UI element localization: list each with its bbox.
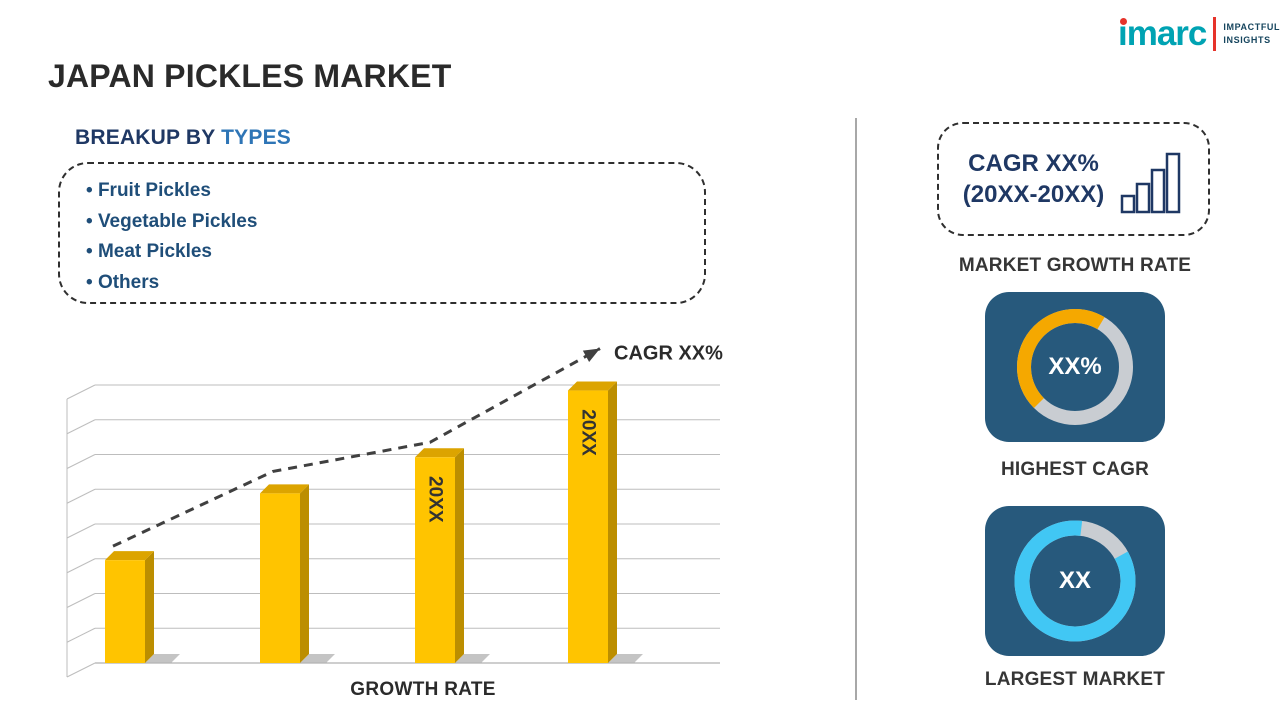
largest-market-card: XX [985, 506, 1165, 656]
grid-tick [66, 488, 96, 504]
grid-tick [66, 523, 96, 539]
grid-tick [66, 662, 96, 678]
trend-line [112, 347, 601, 548]
logo-red-dot-icon [1120, 18, 1127, 25]
breakup-heading-prefix: BREAKUP BY [75, 126, 216, 149]
list-item: Others [86, 268, 684, 299]
bar-shadow [300, 654, 335, 663]
cagr-text: CAGR XX% (20XX-20XX) [963, 148, 1104, 210]
growth-bar-chart: 20XX 20XX CAGR XX% [66, 343, 723, 678]
logo-divider [1213, 16, 1217, 51]
list-item: Fruit Pickles [86, 176, 684, 207]
donut-arc [1014, 520, 1136, 642]
trend-arrowhead [582, 348, 600, 362]
vertical-divider [855, 118, 857, 700]
highest-cagr-donut [1017, 309, 1133, 425]
bar-side-face [455, 448, 464, 663]
grid-tick [66, 627, 96, 643]
grid-tick [66, 419, 96, 435]
bar-top-face [415, 448, 464, 458]
bar-shadow [455, 654, 490, 663]
bar-side-face [608, 381, 617, 663]
bar-side-face [300, 484, 309, 663]
largest-market-value: XX [1058, 567, 1091, 594]
logo-tagline: IMPACTFUL INSIGHTS [1223, 21, 1280, 45]
bar-label: 20XX [425, 476, 446, 523]
highest-cagr-label: HIGHEST CAGR [1000, 459, 1150, 480]
list-item: Meat Pickles [86, 237, 684, 268]
largest-market-donut [1014, 520, 1136, 642]
bar-top-face [260, 484, 309, 494]
bar-shadow [145, 654, 180, 663]
market-growth-rate-label: MARKET GROWTH RATE [958, 255, 1192, 276]
breakup-heading: BREAKUP BY TYPES [75, 126, 291, 150]
imarc-logo: imarc IMPACTFUL INSIGHTS [1118, 16, 1280, 51]
grid-tick [66, 593, 96, 608]
donut-arc [1017, 309, 1133, 425]
types-list: Fruit PicklesVegetable PicklesMeat Pickl… [86, 176, 684, 298]
highest-cagr-card: XX% [985, 292, 1165, 442]
types-box: Fruit PicklesVegetable PicklesMeat Pickl… [58, 162, 706, 304]
largest-market-label: LARGEST MARKET [984, 669, 1166, 690]
cagr-period: (20XX-20XX) [962, 181, 1105, 208]
page-title: JAPAN PICKLES MARKET [48, 58, 452, 94]
cagr-box: CAGR XX% (20XX-20XX) [937, 122, 1210, 236]
bar-chart-icon [1120, 152, 1181, 214]
imarc-wordmark: imarc [1118, 14, 1207, 53]
bar-top-face [568, 381, 617, 391]
bar [105, 560, 145, 663]
grid-tick [66, 558, 96, 574]
grid-tick [66, 384, 96, 400]
bar-label: 20XX [578, 409, 599, 456]
logo-tagline-line1: IMPACTFUL [1223, 22, 1280, 33]
highest-cagr-value: XX% [1048, 353, 1102, 380]
bar-top-face [105, 551, 154, 561]
breakup-heading-highlight: TYPES [221, 126, 291, 149]
bar-side-face [145, 551, 154, 663]
cagr-value: CAGR XX% [968, 150, 1099, 177]
grid-tick [66, 454, 96, 469]
chart-x-axis-label: GROWTH RATE [350, 679, 496, 700]
logo-tagline-line2: INSIGHTS [1223, 34, 1271, 45]
cagr-annotation: CAGR XX% [614, 343, 723, 365]
list-item: Vegetable Pickles [86, 207, 684, 238]
bar [260, 493, 300, 663]
bar [568, 390, 608, 663]
bar-shadow [608, 654, 643, 663]
bar [415, 457, 455, 663]
